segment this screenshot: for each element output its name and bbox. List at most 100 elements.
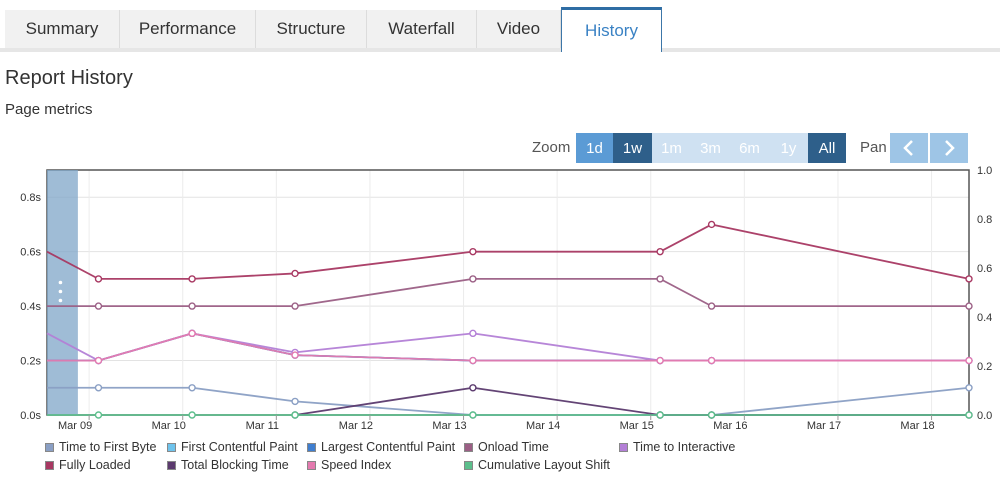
pan-label: Pan [860, 139, 887, 156]
legend-time-to-interactive[interactable]: Time to Interactive [619, 440, 735, 454]
chart-series [46, 220, 973, 419]
series-line-time-to-interactive [46, 332, 969, 362]
data-point-fully-loaded[interactable] [188, 275, 196, 283]
pan-right-button[interactable] [930, 133, 968, 163]
series-line-total-blocking-time [294, 386, 969, 416]
legend-label: Fully Loaded [59, 458, 131, 472]
handle-dot [58, 298, 63, 303]
legend-label: Cumulative Layout Shift [478, 458, 611, 472]
tab-waterfall[interactable]: Waterfall [367, 10, 477, 48]
data-point-speed-index[interactable] [188, 329, 196, 338]
selection-drag-handle[interactable] [58, 280, 63, 303]
legend-fully-loaded[interactable]: Fully Loaded [45, 458, 131, 472]
data-point-time-to-first-byte[interactable] [188, 384, 196, 392]
legend-swatch [45, 460, 54, 470]
legend-total-blocking-time[interactable]: Total Blocking Time [167, 458, 289, 472]
x-tick-label: Mar 14 [526, 420, 560, 432]
data-point-total-blocking-time[interactable] [469, 384, 477, 392]
data-point-fully-loaded[interactable] [965, 275, 973, 283]
tab-structure[interactable]: Structure [256, 10, 367, 48]
data-point-cumulative-layout-shift[interactable] [94, 411, 103, 419]
legend-swatch [307, 442, 316, 452]
legend-swatch [307, 460, 316, 470]
data-point-cumulative-layout-shift[interactable] [469, 411, 477, 419]
data-point-fully-loaded[interactable] [469, 247, 477, 256]
plot-area [46, 169, 970, 416]
zoom-1w-button[interactable]: 1w [613, 133, 652, 163]
page-title: Report History [5, 67, 133, 89]
zoom-3m-button[interactable]: 3m [691, 133, 730, 163]
y-right-tick-label: 0.6 [977, 263, 992, 275]
y-right-tick-label: 0.4 [977, 312, 992, 324]
data-point-cumulative-layout-shift[interactable] [965, 411, 973, 419]
chart-axes: 0.0s 0.2s 0.4s 0.6s 0.8s 0.0 0.2 0.4 0.6 0.8 1.0 Ma… [20, 165, 992, 432]
data-point-onload-time[interactable] [469, 275, 477, 283]
x-tick-label: Mar 16 [713, 420, 747, 432]
tab-performance[interactable]: Performance [120, 10, 256, 48]
zoom-1m-button[interactable]: 1m [652, 133, 691, 163]
legend-onload-time[interactable]: Onload Time [464, 440, 549, 454]
y-right-tick-label: 0.2 [977, 361, 992, 373]
data-point-speed-index[interactable] [469, 356, 477, 365]
data-point-fully-loaded[interactable] [94, 275, 103, 283]
data-point-onload-time[interactable] [291, 302, 299, 310]
data-point-onload-time[interactable] [656, 275, 664, 283]
x-tick-label: Mar 10 [152, 420, 186, 432]
data-point-speed-index[interactable] [94, 356, 103, 365]
legend-time-to-first-byte[interactable]: Time to First Byte [45, 440, 156, 454]
tab-bar: Summary Performance Structure Waterfall … [0, 0, 1000, 52]
zoom-1d-button[interactable]: 1d [576, 133, 613, 163]
data-point-onload-time[interactable] [94, 302, 103, 310]
tab-video[interactable]: Video [477, 10, 561, 48]
pan-left-button[interactable] [890, 133, 928, 163]
data-point-speed-index[interactable] [965, 356, 973, 365]
series-line-first-contentful-paint [47, 332, 969, 362]
data-point-cumulative-layout-shift[interactable] [188, 411, 196, 419]
series-line-fully-loaded [46, 223, 970, 280]
data-point-fully-loaded[interactable] [656, 247, 664, 256]
y-right-tick-label: 1.0 [977, 165, 992, 177]
legend-label: First Contentful Paint [181, 440, 298, 454]
legend-largest-contentful-paint[interactable]: Largest Contentful Paint [307, 440, 455, 454]
data-point-fully-loaded[interactable] [707, 220, 716, 229]
data-point-time-to-first-byte[interactable] [965, 384, 973, 392]
legend-swatch [464, 442, 473, 452]
zoom-all-button[interactable]: All [808, 133, 846, 163]
data-point-onload-time[interactable] [707, 302, 716, 310]
y-left-tick-label: 0.0s [20, 410, 41, 422]
data-point-speed-index[interactable] [291, 351, 299, 359]
zoom-1y-button[interactable]: 1y [769, 133, 808, 163]
range-selection[interactable] [47, 170, 78, 415]
history-chart: 0.0s 0.2s 0.4s 0.6s 0.8s 0.0 0.2 0.4 0.6 0.8 1.0 Ma… [20, 165, 992, 432]
data-point-time-to-interactive[interactable] [469, 329, 477, 338]
y-left-tick-label: 0.8s [20, 192, 41, 204]
data-point-onload-time[interactable] [965, 302, 973, 310]
y-right-tick-label: 0.0 [977, 410, 992, 422]
data-point-cumulative-layout-shift[interactable] [656, 411, 664, 419]
legend-cumulative-layout-shift[interactable]: Cumulative Layout Shift [464, 458, 610, 472]
data-point-speed-index[interactable] [656, 356, 664, 365]
section-title: Page metrics [5, 101, 93, 118]
chart-grid [47, 170, 969, 416]
tab-summary[interactable]: Summary [5, 10, 120, 48]
x-tick-label: Mar 11 [246, 420, 279, 432]
series-line-largest-contentful-paint [47, 332, 969, 362]
legend-first-contentful-paint[interactable]: First Contentful Paint [167, 440, 298, 454]
zoom-6m-button[interactable]: 6m [730, 133, 769, 163]
legend-label: Onload Time [478, 440, 549, 454]
series-line-time-to-first-byte [47, 386, 970, 416]
data-point-cumulative-layout-shift[interactable] [291, 411, 299, 419]
y-right-tick-label: 0.8 [977, 214, 992, 226]
data-point-cumulative-layout-shift[interactable] [707, 411, 716, 419]
legend-label: Largest Contentful Paint [321, 440, 456, 454]
data-point-time-to-first-byte[interactable] [291, 397, 299, 406]
data-point-speed-index[interactable] [707, 356, 716, 365]
data-point-time-to-first-byte[interactable] [94, 384, 103, 392]
series-line-speed-index [47, 332, 969, 362]
chevron-left-icon [903, 140, 913, 156]
legend-speed-index[interactable]: Speed Index [307, 458, 391, 472]
data-point-fully-loaded[interactable] [291, 269, 299, 278]
legend-swatch [167, 460, 176, 470]
tab-history[interactable]: History [561, 7, 662, 52]
data-point-onload-time[interactable] [188, 302, 196, 310]
